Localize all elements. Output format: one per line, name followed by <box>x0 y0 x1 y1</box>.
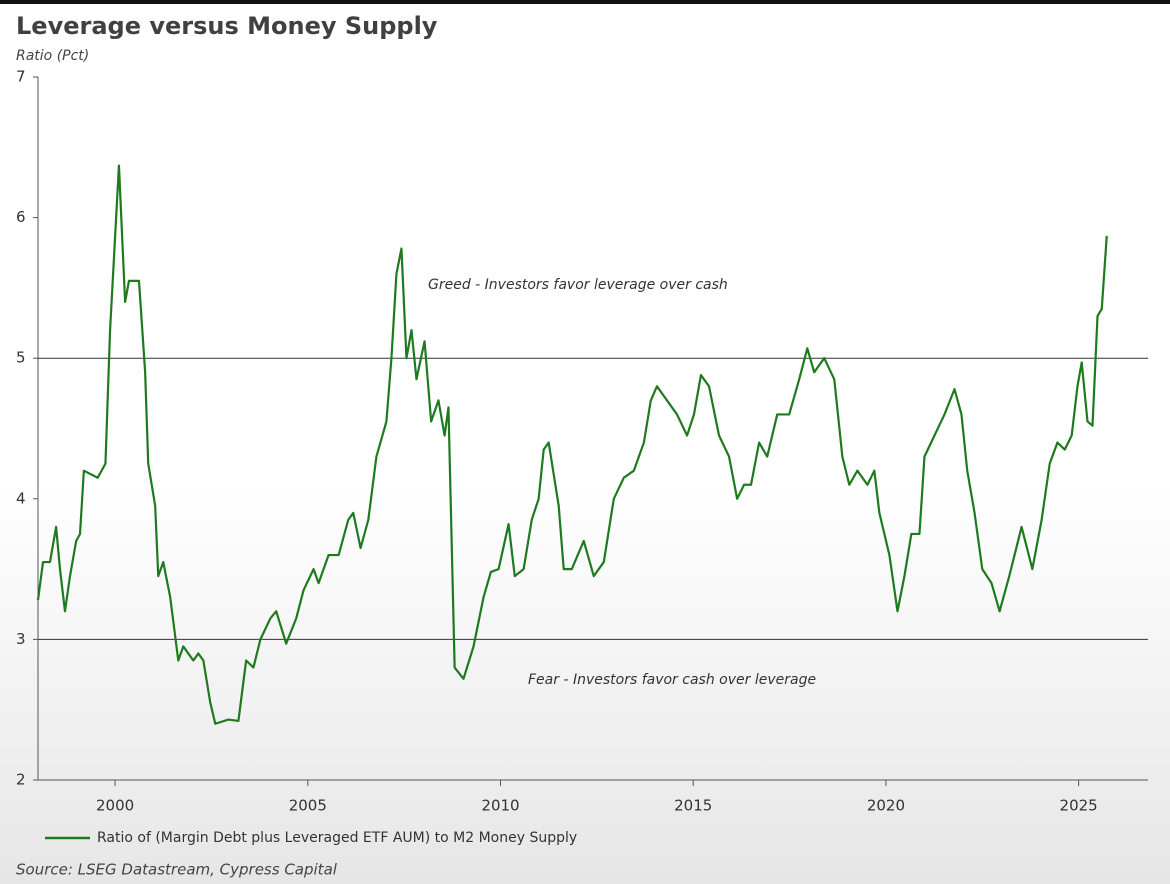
annotation: Fear - Investors favor cash over leverag… <box>528 672 816 688</box>
y-tick-label: 3 <box>16 630 26 648</box>
data-line <box>36 164 1108 725</box>
y-tick-label: 4 <box>16 489 26 507</box>
x-tick-label: 2005 <box>289 797 327 815</box>
y-tick-label: 6 <box>16 208 26 226</box>
source: Source: LSEG Datastream, Cypress Capital <box>16 861 338 879</box>
chart-title: Leverage versus Money Supply <box>16 12 438 40</box>
y-tick-label: 2 <box>16 771 26 789</box>
y-axis-label: Ratio (Pct) <box>16 48 89 64</box>
y-tick-label: 5 <box>16 349 26 367</box>
x-tick-label: 2000 <box>96 797 134 815</box>
x-tick-label: 2010 <box>481 797 519 815</box>
y-tick-label: 7 <box>16 68 26 86</box>
x-tick-label: 2015 <box>674 797 712 815</box>
top-border <box>0 0 1170 4</box>
x-tick-label: 2020 <box>867 797 905 815</box>
legend-label: Ratio of (Margin Debt plus Leveraged ETF… <box>97 830 577 846</box>
annotation: Greed - Investors favor leverage over ca… <box>428 277 728 293</box>
x-tick-label: 2025 <box>1060 797 1098 815</box>
